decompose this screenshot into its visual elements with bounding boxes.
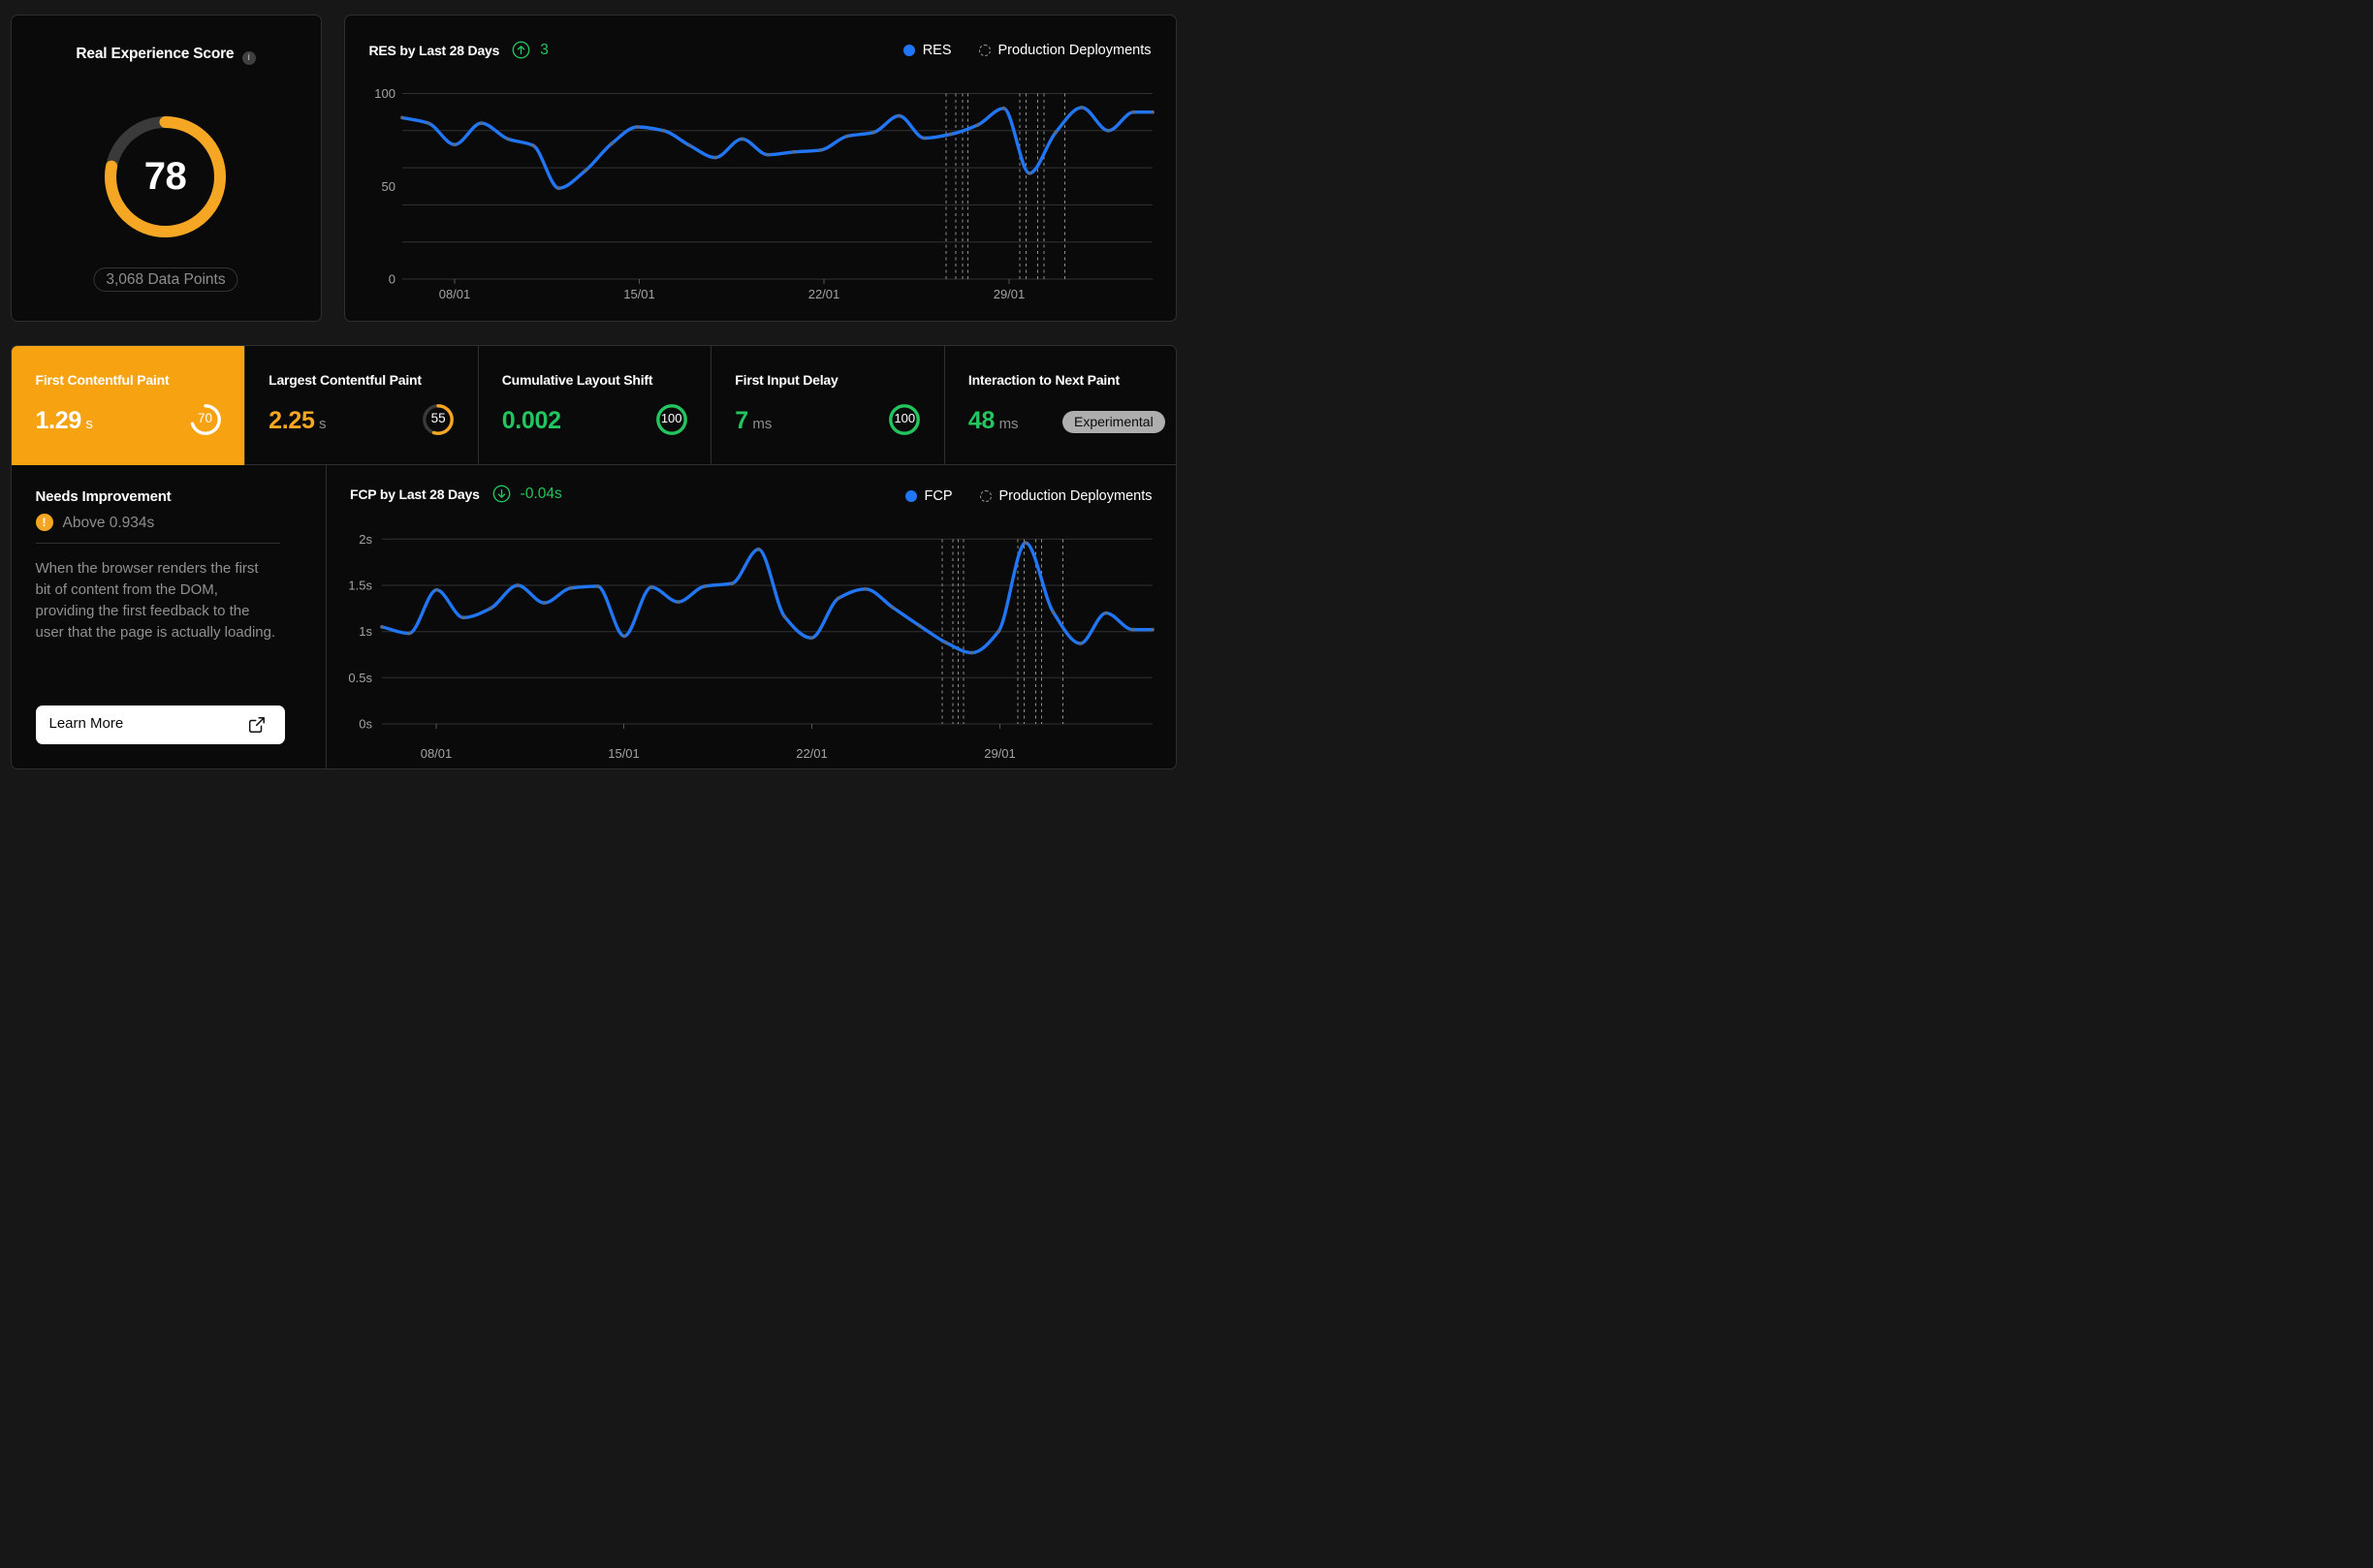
svg-text:22/01: 22/01: [807, 287, 839, 301]
svg-text:0s: 0s: [359, 716, 372, 731]
svg-text:29/01: 29/01: [993, 287, 1025, 301]
svg-text:15/01: 15/01: [623, 287, 655, 301]
svg-text:2s: 2s: [359, 531, 372, 546]
svg-text:15/01: 15/01: [608, 746, 640, 761]
svg-text:29/01: 29/01: [984, 746, 1016, 761]
svg-text:50: 50: [381, 179, 395, 194]
svg-text:100: 100: [374, 86, 396, 101]
svg-text:22/01: 22/01: [796, 746, 828, 761]
svg-text:08/01: 08/01: [421, 746, 453, 761]
svg-text:1.5s: 1.5s: [348, 578, 372, 592]
svg-text:08/01: 08/01: [438, 287, 470, 301]
svg-text:0: 0: [388, 272, 395, 287]
svg-text:1s: 1s: [359, 624, 372, 639]
svg-text:0.5s: 0.5s: [348, 670, 372, 684]
